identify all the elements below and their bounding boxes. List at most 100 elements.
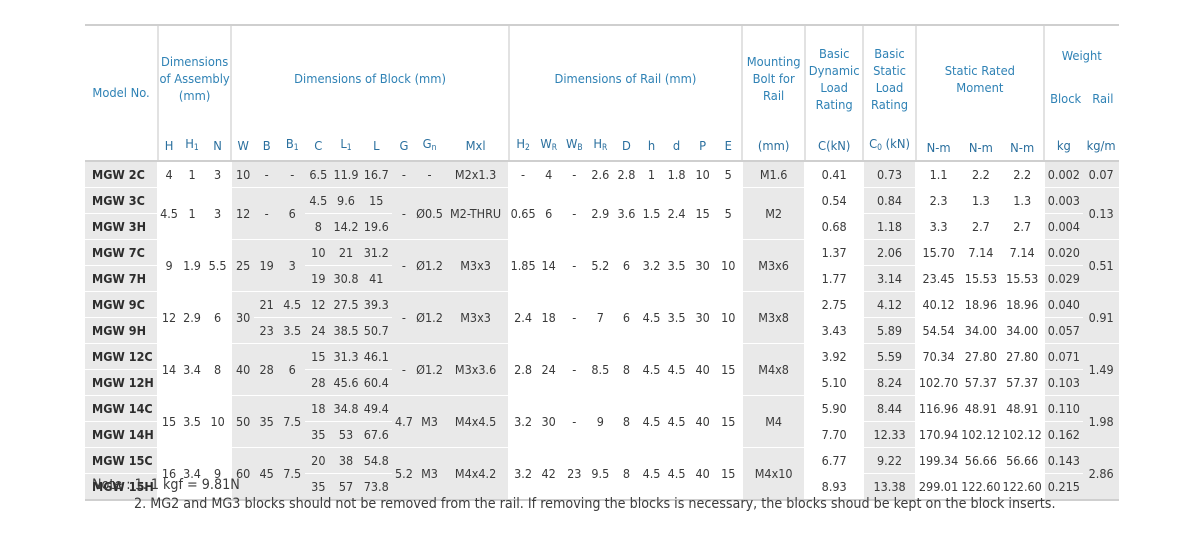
cell-MR: 1.1 <box>915 161 961 188</box>
cell-G: - <box>391 161 416 188</box>
cell-bolt: M3x6 <box>740 239 806 292</box>
cell-MR: 70.34 <box>915 343 961 370</box>
cell-C-kN: 8.93 <box>804 473 863 501</box>
cell-Mxl: M3x3.6 <box>443 343 510 396</box>
col-MR: MR N-m <box>915 133 961 162</box>
model-cell: MGW 12C <box>85 343 159 370</box>
cell-C-kN: 7.70 <box>804 421 863 448</box>
table-row: MGW 9H 23 3.5 24 38.5 50.7 3.43 5.89 54.… <box>85 317 1119 344</box>
cell-B: 45 <box>254 447 280 501</box>
cell-d: 4.5 <box>663 343 690 396</box>
cell-C: 8 <box>305 213 332 240</box>
basic-static-header: Basic Static Load Rating <box>861 24 917 133</box>
cell-MY: 2.7 <box>1001 213 1044 240</box>
cell-block: 0.143 <box>1042 447 1084 474</box>
cell-C-kN: 0.68 <box>804 213 863 240</box>
cell-L1: 38.5 <box>331 317 361 344</box>
cell-WB: - <box>561 161 588 188</box>
mounting-bolt-header: Mounting Bolt for Rail <box>740 24 806 133</box>
cell-block: 0.162 <box>1042 421 1084 448</box>
cell-Gn: Ø1.2 <box>415 239 444 292</box>
col-kgm: kg/m <box>1083 133 1119 162</box>
cell-block: 0.004 <box>1042 213 1084 240</box>
cell-L: 50.7 <box>360 317 392 344</box>
cell-H1: 1 <box>178 187 206 240</box>
col-sta-unit: C0 (kN) <box>861 133 917 162</box>
cell-rail: 0.13 <box>1083 187 1119 240</box>
cell-Mxl: M3x3 <box>443 291 510 344</box>
cell-rail: 0.91 <box>1083 291 1119 344</box>
cell-G: 4.7 <box>391 395 416 448</box>
cell-WR: 18 <box>536 291 562 344</box>
cell-L: 73.8 <box>360 473 392 501</box>
cell-MR: 170.94 <box>915 421 961 448</box>
cell-B: 19 <box>254 239 280 292</box>
table-row: MGW 3H 8 14.2 19.6 0.68 1.18 3.3 2.7 2.7… <box>85 213 1119 240</box>
cell-C: 19 <box>305 265 332 292</box>
cell-rail: 1.98 <box>1083 395 1119 448</box>
model-no-header: Model No. <box>85 24 159 162</box>
cell-WR: 14 <box>536 239 562 292</box>
cell-MP: 122.60 <box>960 473 1002 501</box>
cell-C: 20 <box>305 447 332 474</box>
cell-WR: 30 <box>536 395 562 448</box>
cell-block: 0.103 <box>1042 369 1084 396</box>
col-L: L <box>360 133 392 162</box>
cell-MR: 199.34 <box>915 447 961 474</box>
cell-Mxl: M3x3 <box>443 239 510 292</box>
cell-MP: 1.3 <box>960 187 1002 214</box>
cell-MP: 15.53 <box>960 265 1002 292</box>
cell-C-kN: 2.75 <box>804 291 863 318</box>
cell-H1: 3.4 <box>178 447 206 501</box>
table-row: MGW 9C 12 2.9 6 30 21 4.5 12 27.5 39.3 -… <box>85 291 1119 344</box>
col-L1: L1 <box>331 133 361 162</box>
model-cell: MGW 7H <box>85 265 159 292</box>
cell-W: 50 <box>230 395 255 448</box>
cell-block: 0.071 <box>1042 343 1084 370</box>
cell-h: 4.5 <box>639 447 664 501</box>
cell-H2: 2.4 <box>508 291 537 344</box>
cell-WB: - <box>561 187 588 240</box>
weight-label: Weight <box>1061 49 1102 64</box>
cell-Gn: Ø1.2 <box>415 343 444 396</box>
cell-WR: 42 <box>536 447 562 501</box>
model-cell: MGW 2C <box>85 161 159 188</box>
cell-B1: 3 <box>279 239 306 292</box>
cell-MP: 2.2 <box>960 161 1002 188</box>
cell-MR: 54.54 <box>915 317 961 344</box>
cell-C: 6.5 <box>305 161 332 188</box>
cell-WB: - <box>561 343 588 396</box>
cell-C-kN: 3.43 <box>804 317 863 344</box>
cell-C-kN: 3.92 <box>804 343 863 370</box>
cell-MY: 2.2 <box>1001 161 1044 188</box>
cell-L: 41 <box>360 265 392 292</box>
cell-H: 9 <box>157 239 179 292</box>
cell-H: 4.5 <box>157 187 179 240</box>
cell-L: 60.4 <box>360 369 392 396</box>
col-kg: kg <box>1042 133 1084 162</box>
cell-H2: 1.85 <box>508 239 537 292</box>
cell-Gn: Ø0.5 <box>415 187 444 240</box>
cell-HR: 2.6 <box>587 161 614 188</box>
cell-L: 54.8 <box>360 447 392 474</box>
model-cell: MGW 3H <box>85 213 159 240</box>
model-cell: MGW 9C <box>85 291 159 318</box>
cell-E: 5 <box>715 187 742 240</box>
cell-N: 8 <box>205 343 232 396</box>
cell-P: 30 <box>689 239 716 292</box>
cell-C0-kN: 9.22 <box>861 447 917 474</box>
cell-G: - <box>391 343 416 396</box>
cell-P: 40 <box>689 343 716 396</box>
cell-h: 1 <box>639 161 664 188</box>
cell-WB: - <box>561 395 588 448</box>
cell-C-kN: 6.77 <box>804 447 863 474</box>
cell-B1: 3.5 <box>279 317 306 344</box>
cell-C0-kN: 5.59 <box>861 343 917 370</box>
table-row: MGW 15H 35 57 73.8 8.93 13.38 299.01 122… <box>85 473 1119 501</box>
cell-MY: 57.37 <box>1001 369 1044 396</box>
cell-WB: - <box>561 239 588 292</box>
cell-D: 6 <box>613 239 640 292</box>
cell-MR: 3.3 <box>915 213 961 240</box>
cell-L: 39.3 <box>360 291 392 318</box>
col-h: h <box>639 133 664 162</box>
